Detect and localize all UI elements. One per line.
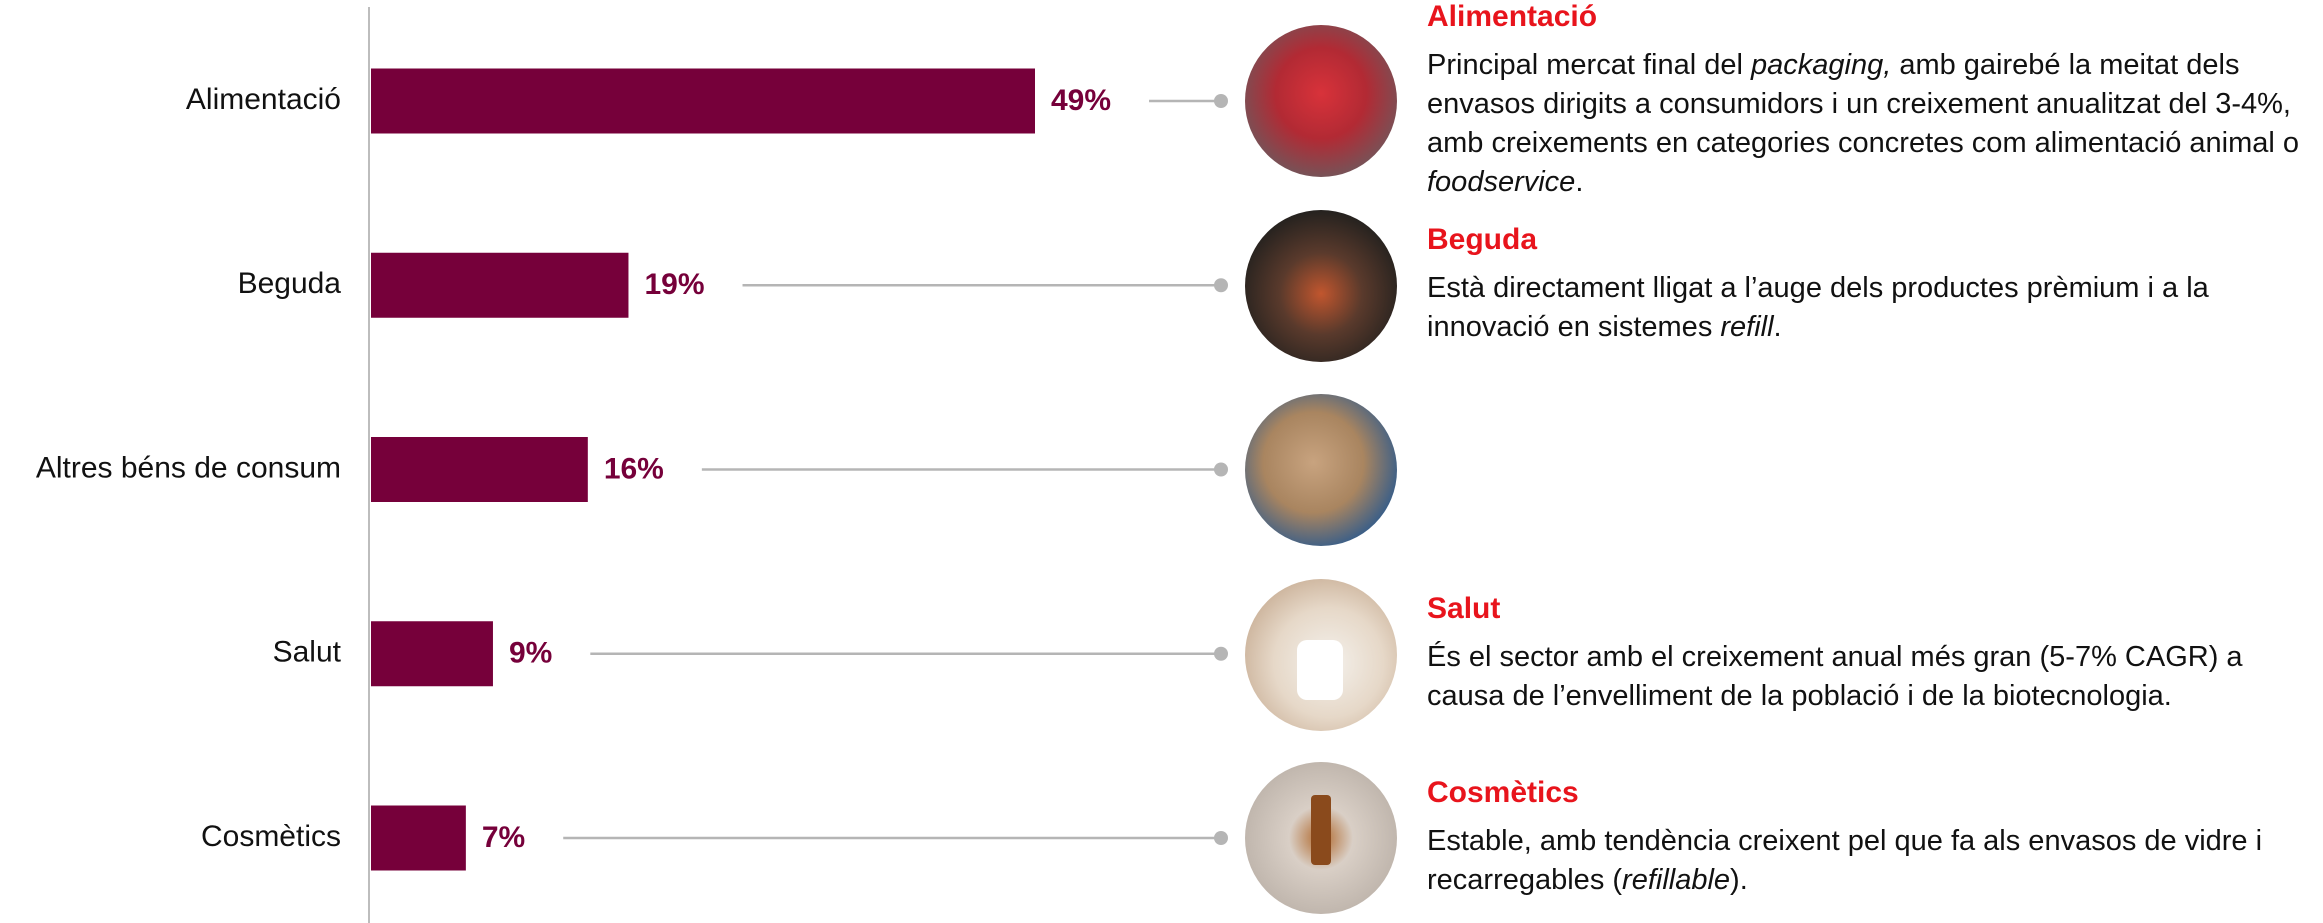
annotation-text-segment: refillable <box>1622 864 1731 896</box>
connector-dot <box>1214 278 1228 293</box>
annotation: Alimentació Principal mercat final del pa… <box>1427 0 2307 202</box>
annotation-text-segment: . <box>1773 311 1782 344</box>
photo-strawberries <box>1245 25 1397 177</box>
photo-bottle-detail <box>1311 795 1331 865</box>
photo-drink <box>1245 210 1397 362</box>
annotation-text: Està directament lligat a l’auge dels pr… <box>1427 269 2307 347</box>
bar <box>371 252 629 318</box>
annotation-title: Beguda <box>1427 223 1538 257</box>
value-label: 19% <box>644 268 704 301</box>
annotation-text: Principal mercat final del packaging, am… <box>1427 46 2307 202</box>
connector-dot <box>1214 94 1228 108</box>
connector-dot <box>1214 646 1228 661</box>
value-label: 9% <box>509 637 552 670</box>
annotation-text-segment: És el sector amb el creixement anual més… <box>1427 640 2243 712</box>
category-label: Beguda <box>238 267 342 300</box>
category-label: Alimentació <box>186 83 341 116</box>
annotation-text-segment: Està directament lligat a l’auge dels pr… <box>1427 272 2209 344</box>
photos <box>1245 25 1397 914</box>
bar <box>371 805 466 871</box>
annotation-text: És el sector amb el creixement anual més… <box>1427 638 2307 716</box>
category-label: Cosmètics <box>201 820 341 853</box>
annotation-text-segment: packaging, <box>1750 49 1892 81</box>
annotation: Cosmètics Estable, amb tendència creixent… <box>1427 776 2307 900</box>
photo-box <box>1245 394 1397 546</box>
category-label: Altres béns de consum <box>36 451 341 484</box>
value-label: 49% <box>1051 84 1111 117</box>
annotation-text: Estable, amb tendència creixent pel que … <box>1427 822 2307 900</box>
annotation-text-segment: amb gairebé la meitat dels envasos dirig… <box>1427 49 2300 159</box>
bar <box>371 437 588 502</box>
annotation: Salut És el sector amb el creixement anua… <box>1427 592 2307 716</box>
category-label: Salut <box>273 636 342 669</box>
bar <box>371 621 493 687</box>
annotation-text-segment: ). <box>1730 864 1748 896</box>
annotation-text-segment: . <box>1575 166 1584 198</box>
photo-pills-detail <box>1297 640 1343 700</box>
annotation-text-segment: Estable, amb tendència creixent pel que … <box>1427 825 2263 896</box>
value-label: 7% <box>482 821 525 854</box>
annotation-title: Cosmètics <box>1427 776 1579 809</box>
annotation-title: Salut <box>1427 591 1501 625</box>
annotation-text-segment: Principal mercat final del <box>1427 49 1751 81</box>
value-label: 16% <box>604 452 664 485</box>
annotation-text-segment: foodservice <box>1427 166 1576 198</box>
connector-dot <box>1214 462 1228 477</box>
annotation: Beguda Està directament lligat a l’auge d… <box>1427 223 2307 347</box>
bar <box>371 68 1035 134</box>
annotation-text-segment: refill <box>1720 311 1774 344</box>
annotation-title: Alimentació <box>1427 0 1598 33</box>
connector-dot <box>1214 831 1228 845</box>
